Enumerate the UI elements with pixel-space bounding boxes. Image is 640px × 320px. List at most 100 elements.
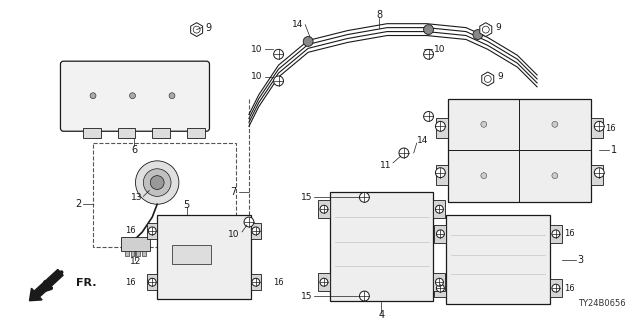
- Text: 16: 16: [564, 284, 574, 293]
- Circle shape: [481, 173, 487, 179]
- Text: 9: 9: [205, 23, 212, 33]
- Circle shape: [595, 168, 604, 178]
- Circle shape: [143, 169, 171, 196]
- Circle shape: [303, 36, 313, 46]
- Circle shape: [244, 217, 254, 227]
- Circle shape: [169, 93, 175, 99]
- Polygon shape: [482, 72, 493, 86]
- Bar: [93, 143, 236, 247]
- Bar: [121, 237, 150, 251]
- Text: 10: 10: [228, 230, 239, 239]
- Text: 9: 9: [498, 72, 504, 82]
- Bar: [142, 251, 147, 256]
- Bar: [147, 274, 157, 290]
- Circle shape: [435, 278, 444, 286]
- Bar: [550, 279, 562, 297]
- Circle shape: [481, 121, 487, 127]
- Text: 15: 15: [301, 292, 312, 300]
- Circle shape: [552, 173, 558, 179]
- Circle shape: [320, 205, 328, 213]
- Bar: [118, 128, 136, 138]
- Bar: [157, 215, 251, 299]
- Text: 10: 10: [252, 45, 263, 54]
- Circle shape: [274, 76, 284, 86]
- Text: FR.: FR.: [76, 278, 97, 288]
- Bar: [436, 165, 448, 185]
- Bar: [147, 223, 157, 239]
- Bar: [436, 118, 448, 138]
- Text: 16: 16: [605, 124, 616, 133]
- Bar: [433, 200, 445, 218]
- Bar: [83, 128, 101, 138]
- Circle shape: [483, 26, 489, 33]
- Bar: [136, 251, 140, 256]
- Circle shape: [193, 26, 200, 33]
- FancyArrow shape: [29, 269, 63, 301]
- Bar: [550, 225, 562, 243]
- Text: 4: 4: [378, 310, 384, 320]
- Bar: [448, 99, 591, 202]
- Circle shape: [150, 176, 164, 189]
- Circle shape: [436, 230, 444, 238]
- Circle shape: [424, 111, 433, 121]
- Bar: [330, 192, 433, 301]
- Text: 10: 10: [433, 45, 445, 54]
- Circle shape: [424, 49, 433, 59]
- Circle shape: [360, 192, 369, 202]
- Text: 9: 9: [495, 23, 501, 32]
- Circle shape: [435, 168, 445, 178]
- Text: 16: 16: [125, 278, 136, 287]
- Text: 7: 7: [230, 188, 236, 197]
- Bar: [251, 274, 260, 290]
- Bar: [318, 273, 330, 291]
- Bar: [435, 279, 446, 297]
- Circle shape: [436, 284, 444, 292]
- Circle shape: [473, 30, 483, 39]
- Circle shape: [129, 93, 136, 99]
- Circle shape: [552, 284, 560, 292]
- Text: 16: 16: [125, 227, 136, 236]
- Text: 16: 16: [273, 278, 284, 287]
- Bar: [435, 225, 446, 243]
- Bar: [172, 245, 211, 264]
- Polygon shape: [480, 23, 492, 36]
- Text: 5: 5: [184, 200, 190, 210]
- FancyBboxPatch shape: [60, 61, 209, 131]
- Bar: [131, 251, 134, 256]
- Text: TY24B0656: TY24B0656: [579, 299, 626, 308]
- Circle shape: [90, 93, 96, 99]
- Bar: [591, 118, 604, 138]
- Bar: [433, 273, 445, 291]
- Circle shape: [424, 25, 433, 35]
- Circle shape: [552, 230, 560, 238]
- Bar: [318, 200, 330, 218]
- Circle shape: [399, 148, 409, 158]
- Text: 3: 3: [577, 254, 584, 265]
- Text: 10: 10: [252, 72, 263, 82]
- Text: 15: 15: [301, 193, 312, 202]
- Bar: [125, 251, 129, 256]
- Text: 16: 16: [564, 229, 574, 238]
- Circle shape: [148, 278, 156, 286]
- Bar: [591, 165, 604, 185]
- Bar: [187, 128, 205, 138]
- Polygon shape: [191, 23, 203, 36]
- Text: 11: 11: [380, 161, 391, 170]
- Circle shape: [252, 227, 260, 235]
- Text: 12: 12: [130, 257, 141, 266]
- Bar: [152, 128, 170, 138]
- Text: 14: 14: [417, 136, 428, 145]
- Circle shape: [484, 76, 492, 82]
- Text: 14: 14: [292, 20, 303, 29]
- Circle shape: [320, 278, 328, 286]
- Circle shape: [595, 121, 604, 131]
- Circle shape: [136, 161, 179, 204]
- Text: 8: 8: [376, 10, 382, 20]
- Circle shape: [435, 121, 445, 131]
- Circle shape: [360, 291, 369, 301]
- Circle shape: [552, 121, 558, 127]
- Circle shape: [252, 278, 260, 286]
- Text: 13: 13: [131, 193, 142, 202]
- Circle shape: [274, 49, 284, 59]
- Bar: [446, 215, 550, 304]
